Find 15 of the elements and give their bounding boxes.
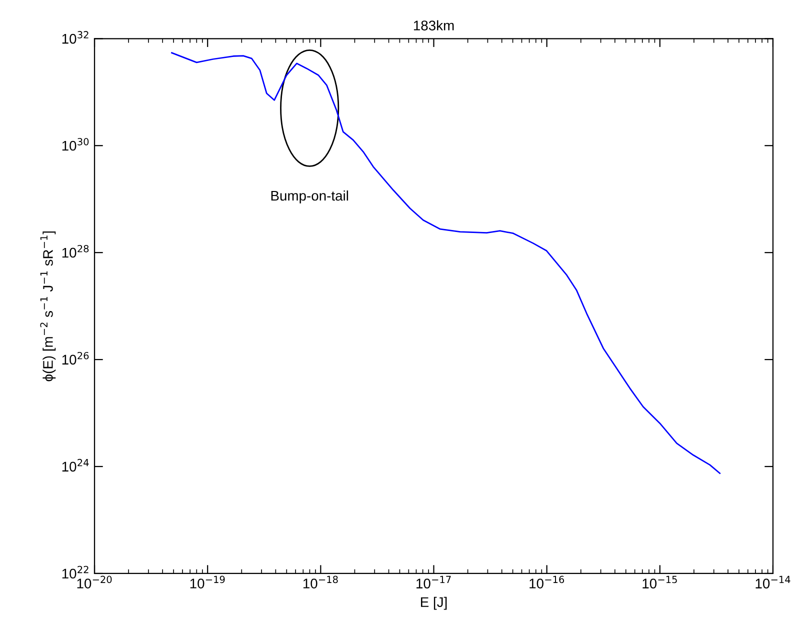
x-tick-label: 10$^{−16}$ [530, 576, 564, 588]
x-tick-label: 10$^{−14}$ [756, 576, 790, 588]
text: ϕ(E) [m$^{−2}$ s$^{−1}$ J$^{−1}$ sR$^{−1}$] [40, 231, 56, 382]
y-tick-label: 10$^{24}$ [62, 458, 89, 472]
x-tick-label: 10$^{−19}$ [190, 576, 225, 588]
annotation: Bump-on-tail [271, 190, 348, 204]
y-tick-label: 10$^{32}$ [62, 31, 88, 44]
x-axis-title: E [J] [420, 596, 447, 610]
x-tick-label: 10$^{−17}$ [416, 576, 451, 588]
y-tick-label: 10$^{30}$ [62, 138, 89, 151]
x-tick-label: 10$^{−18}$ [303, 576, 338, 588]
y-tick-label: 10$^{26}$ [62, 352, 89, 365]
chart-title: 183km [414, 20, 454, 30]
x-tick-label: 10$^{−15}$ [642, 576, 677, 588]
y-tick-label: 10$^{28}$ [62, 244, 89, 258]
